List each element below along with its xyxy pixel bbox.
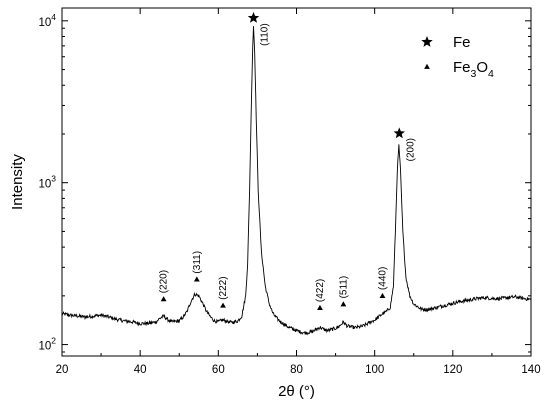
x-axis-title: 2θ (°) xyxy=(278,383,315,400)
legend-subscript: 4 xyxy=(488,68,494,80)
y-tick-base: 10 xyxy=(38,341,51,353)
peak-triangle-marker xyxy=(340,301,347,307)
x-tick-label: 40 xyxy=(134,364,147,376)
legend-text-part: O xyxy=(476,59,488,76)
legend-triangle-icon xyxy=(424,63,430,69)
peak-label: (311) xyxy=(192,251,203,274)
y-tick-exponent: 4 xyxy=(51,12,56,22)
peak-label: (222) xyxy=(218,276,229,299)
legend-star-icon xyxy=(421,36,433,47)
peak-label: (110) xyxy=(260,23,271,46)
x-tick-label: 120 xyxy=(443,364,462,376)
legend-subscript: 3 xyxy=(471,68,477,80)
peak-label: (422) xyxy=(315,279,326,302)
peak-label: (440) xyxy=(377,267,388,290)
legend-label: Fe xyxy=(453,34,471,51)
legend-text-part: Fe xyxy=(453,59,471,76)
legend-label: Fe3O4 xyxy=(453,59,494,80)
y-tick-exponent: 3 xyxy=(51,174,56,184)
y-tick-label: 104 xyxy=(38,12,56,29)
peak-triangle-marker xyxy=(193,276,200,282)
peak-triangle-marker xyxy=(160,296,167,302)
y-axis-title: Intensity xyxy=(9,154,26,210)
x-tick-label: 100 xyxy=(365,364,384,376)
y-tick-label: 102 xyxy=(38,336,56,353)
series-line-0 xyxy=(61,26,532,336)
peak-label: (200) xyxy=(405,138,416,161)
peak-star-marker xyxy=(393,127,405,139)
x-tick-label: 80 xyxy=(290,364,303,376)
peak-triangle-marker xyxy=(379,292,386,298)
peak-triangle-marker xyxy=(220,302,226,308)
y-tick-exponent: 2 xyxy=(51,336,56,346)
x-tick-label: 20 xyxy=(56,364,69,376)
x-tick-label: 60 xyxy=(212,364,225,376)
peak-label: (220) xyxy=(159,270,170,293)
peak-label: (511) xyxy=(338,276,349,299)
y-tick-base: 10 xyxy=(38,17,51,29)
y-tick-label: 103 xyxy=(38,174,56,191)
peak-triangle-marker xyxy=(317,304,323,310)
x-tick-label: 140 xyxy=(521,364,540,376)
peak-star-marker xyxy=(247,11,260,23)
y-tick-base: 10 xyxy=(38,179,51,191)
